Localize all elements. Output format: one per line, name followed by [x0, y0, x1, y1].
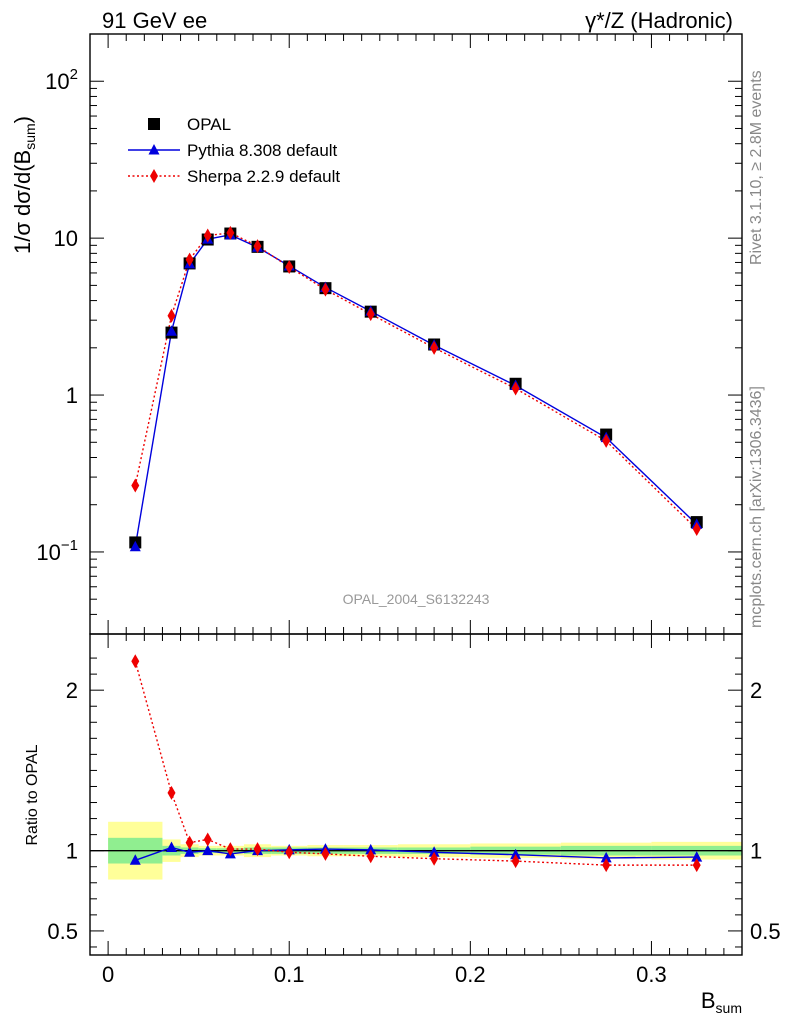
legend-label: Sherpa 2.2.9 default — [187, 167, 340, 186]
ratio-data-point — [691, 851, 703, 862]
main-data-point — [167, 308, 176, 323]
main-data-point — [602, 433, 611, 448]
energy-label: 91 GeV ee — [102, 8, 207, 33]
ratio-ytick-label: 2 — [750, 678, 762, 703]
main-ytick-label-base: 10 — [45, 69, 69, 94]
ratio-ytick-label: 0.5 — [750, 919, 781, 944]
ratio-data-point — [184, 846, 196, 857]
ratio-data-point — [430, 851, 439, 866]
rivet-note: Rivet 3.1.10, ≥ 2.8M events — [748, 70, 765, 265]
main-data-point — [321, 282, 330, 297]
main-data-point — [511, 381, 520, 396]
ratio-data-point — [692, 858, 701, 873]
x-axis-label-main: B — [701, 988, 716, 1013]
ratio-data-point — [253, 842, 262, 857]
ratio-data-point — [366, 849, 375, 864]
main-ytick-label-exp: 2 — [70, 66, 78, 83]
ratio-data-point — [365, 843, 377, 855]
main-ytick-label: 102 — [45, 66, 78, 94]
ratio-data-point — [185, 835, 194, 850]
ratio-panel: 0.5 0.5 1 1 2 2 0 0.1 0.2 0.3 — [47, 34, 781, 987]
main-ylabel: 1/σ dσ/d(Bsum) — [10, 116, 38, 254]
main-data-point — [285, 259, 294, 274]
legend-marker — [148, 118, 160, 130]
ratio-data-point — [166, 841, 177, 852]
ratio-data-point — [510, 848, 522, 860]
ratio-ylabel: Ratio to OPAL — [24, 744, 41, 845]
ratio-data-point — [202, 844, 214, 856]
ratio-data-point — [321, 846, 330, 861]
main-data-point — [185, 252, 194, 267]
ratio-ytick-label: 1 — [750, 839, 762, 864]
legend-label: OPAL — [187, 115, 231, 134]
main-data-point — [129, 540, 141, 552]
main-data-point — [253, 239, 262, 254]
legend-marker — [150, 169, 158, 183]
main-data-point — [226, 225, 235, 240]
main-series-line — [134, 232, 698, 530]
ratio-data-point — [129, 854, 141, 865]
ratio-data-point — [428, 846, 440, 857]
xtick-label: 0.2 — [455, 962, 486, 987]
x-axis-label-sub: sum — [716, 1000, 742, 1016]
main-ylabel-sub: sum — [22, 123, 38, 149]
ratio-data-point — [226, 842, 235, 857]
xtick-label: 0.3 — [636, 962, 667, 987]
xtick-label: 0.1 — [274, 962, 305, 987]
ratio-data-point — [167, 785, 176, 800]
main-data-point — [131, 478, 140, 493]
process-label: γ*/Z (Hadronic) — [585, 8, 733, 33]
ratio-data-point — [203, 832, 212, 847]
main-data-point — [203, 228, 212, 243]
ratio-data-point — [600, 851, 612, 863]
main-ytick-label-exp: −1 — [61, 537, 78, 554]
ratio-ytick-label: 1 — [66, 839, 78, 864]
ratio-plot-frame — [89, 633, 743, 956]
main-data-point — [430, 340, 439, 355]
main-data-point — [166, 325, 177, 336]
ratio-ytick-label: 2 — [66, 678, 78, 703]
xtick-label: 0 — [102, 962, 114, 987]
ratio-data-point — [511, 854, 520, 869]
main-ytick-label: 10−1 — [36, 537, 78, 565]
ratio-data-point — [602, 858, 611, 873]
ratio-data-point — [131, 654, 140, 669]
main-data-point — [692, 522, 701, 537]
main-ylabel-suffix: ) — [10, 116, 35, 123]
legend: OPAL Pythia 8.308 default Sherpa 2.2.9 def… — [128, 115, 340, 186]
ratio-ytick-label: 0.5 — [47, 919, 78, 944]
main-ytick-label-base: 10 — [36, 540, 60, 565]
main-ytick-label: 10 — [54, 226, 78, 251]
svg-text:1/σ dσ/d(Bsum): 1/σ dσ/d(Bsum) — [10, 116, 38, 254]
main-ylabel-prefix: 1/σ dσ/d(B — [10, 150, 35, 254]
main-ytick-label: 1 — [66, 383, 78, 408]
mcplots-note: mcplots.cern.ch [arXiv:1306.3436] — [748, 386, 765, 628]
legend-marker — [148, 144, 160, 155]
analysis-watermark: OPAL_2004_S6132243 — [343, 591, 490, 607]
x-axis-label: Bsum — [701, 988, 742, 1016]
legend-label: Pythia 8.308 default — [187, 141, 338, 160]
ratio-data-point — [285, 845, 294, 860]
main-series-line — [134, 234, 698, 547]
ratio-series-line — [134, 661, 697, 866]
main-data-point — [366, 307, 375, 322]
